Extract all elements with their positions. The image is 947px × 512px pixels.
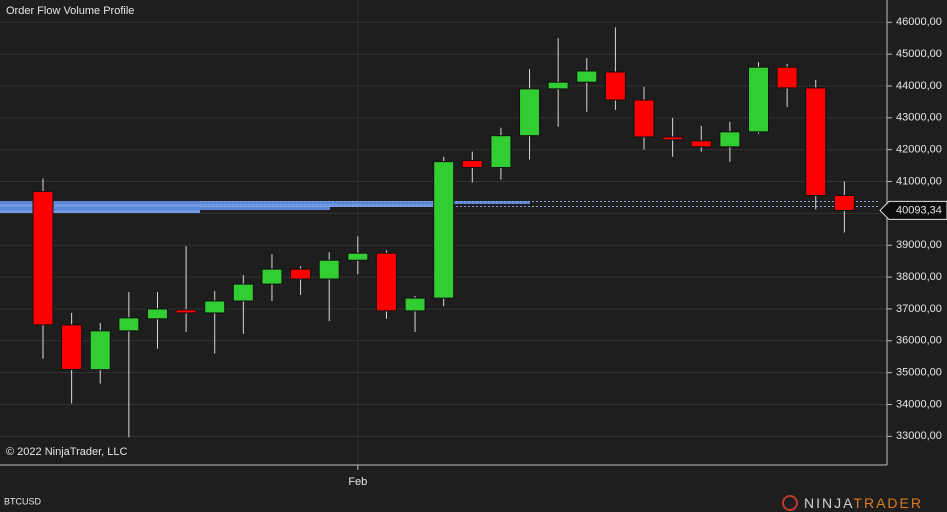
y-tick-label: 46000,00 [896,16,942,28]
candle-body [604,71,626,101]
last-price-label: 40093,34 [896,204,942,216]
profile-row [0,210,200,213]
brand-second: TRADER [853,495,923,511]
y-tick-label: 38000,00 [896,271,942,283]
candle-body [547,81,569,90]
candle-body [748,66,769,133]
brand-first: NINJA [804,495,853,511]
y-tick-label: 33000,00 [896,430,942,442]
y-tick-label: 39000,00 [896,239,942,251]
y-tick-label: 43000,00 [896,112,942,124]
candle-body [633,99,655,138]
candle-body [290,268,312,280]
candle-body [776,66,798,89]
candle-body [719,131,741,148]
candle-body [805,87,827,197]
candle-body [690,140,712,148]
candle-body [833,195,855,211]
y-tick-label: 35000,00 [896,367,942,379]
candle-body [576,70,598,83]
profile-row [0,201,530,204]
candle-body [490,135,512,169]
candles [32,27,855,438]
candle-body [662,136,684,141]
profile-row [0,204,440,207]
y-tick-label: 45000,00 [896,48,942,60]
candle-body [433,161,455,299]
brand-logo: NINJATRADER [782,495,923,511]
profile-row [0,207,330,210]
candle-body [318,259,340,280]
last-price-box [879,200,947,220]
candle-body [89,330,111,371]
y-tick-label: 44000,00 [896,80,942,92]
candle-body [32,190,54,326]
logo-icon [782,495,798,511]
candle-body [146,308,168,320]
candle-body [519,88,541,137]
x-tick-label: Feb [348,476,367,488]
instrument: BTCUSD [4,496,42,506]
copyright: © 2022 NinjaTrader, LLC [6,446,127,458]
candle-body [461,160,483,169]
y-tick-label: 37000,00 [896,303,942,315]
candle-body [232,283,254,302]
chart-title: Order Flow Volume Profile [6,5,134,17]
candle-body [375,252,397,312]
y-tick-label: 34000,00 [896,398,942,410]
candle-body [347,252,369,261]
candle-body [175,309,197,314]
y-tick-label: 36000,00 [896,335,942,347]
candle-body [261,268,283,285]
brand-logo-text: NINJATRADER [804,495,923,511]
y-tick-label: 41000,00 [896,175,942,187]
candle-body [404,297,426,312]
candle-body [61,324,83,370]
candle-body [204,300,226,314]
y-tick-label: 42000,00 [896,144,942,156]
candle-body [118,317,140,332]
volume-profile [0,201,880,213]
